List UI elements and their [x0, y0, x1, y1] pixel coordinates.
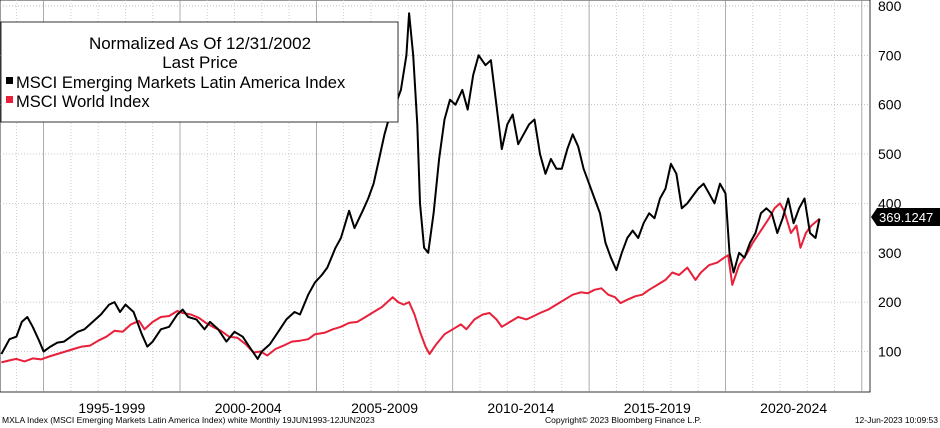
y-tick-label: 600: [878, 97, 902, 113]
series-line: [1, 202, 821, 364]
gridlines: [0, 0, 870, 392]
footer-right: 12-Jun-2023 10:09:53: [855, 415, 938, 425]
x-tick-label: 1995-1999: [78, 400, 145, 416]
y-tick-label: 200: [878, 294, 902, 310]
y-tick-label: 400: [878, 195, 902, 211]
x-tick-label: 2005-2009: [351, 400, 418, 416]
y-axis-ticks: 100 200 300 400 500 600 700 800: [878, 0, 902, 360]
x-tick-label: 2015-2019: [624, 400, 691, 416]
legend: Normalized As Of 12/31/2002 Last Price M…: [0, 21, 399, 123]
x-tick-label: 2000-2004: [215, 400, 282, 416]
legend-swatch-world: [6, 96, 13, 103]
footer-center: Copyright© 2023 Bloomberg Finance L.P.: [545, 415, 701, 425]
series-layer: [0, 12, 821, 364]
chart-subtitle: Last Price: [162, 53, 238, 72]
y-tick-label: 100: [878, 344, 902, 360]
x-tick-label: 2010-2014: [487, 400, 554, 416]
legend-box: [0, 21, 399, 123]
y-tick-label: 500: [878, 146, 902, 162]
last-price-value: 369.1247: [879, 210, 933, 225]
legend-label-world: MSCI World Index: [16, 93, 150, 111]
legend-swatch-latam: [6, 77, 13, 84]
x-tick-label: 2020-2024: [760, 400, 827, 416]
y-tick-label: 800: [878, 0, 902, 14]
y-tick-label: 300: [878, 245, 902, 261]
last-price-tag: [871, 208, 940, 226]
series-line: [0, 12, 821, 360]
legend-label-latam: MSCI Emerging Markets Latin America Inde…: [16, 74, 346, 92]
footer-left: MXLA Index (MSCI Emerging Markets Latin …: [2, 415, 375, 425]
x-axis-ticks: 1995-1999 2000-2004 2005-2009 2010-2014 2015…: [78, 400, 827, 416]
last-price-marker: 369.1247: [871, 208, 940, 226]
chart-title: Normalized As Of 12/31/2002: [89, 34, 311, 53]
y-tick-label: 700: [878, 47, 902, 63]
